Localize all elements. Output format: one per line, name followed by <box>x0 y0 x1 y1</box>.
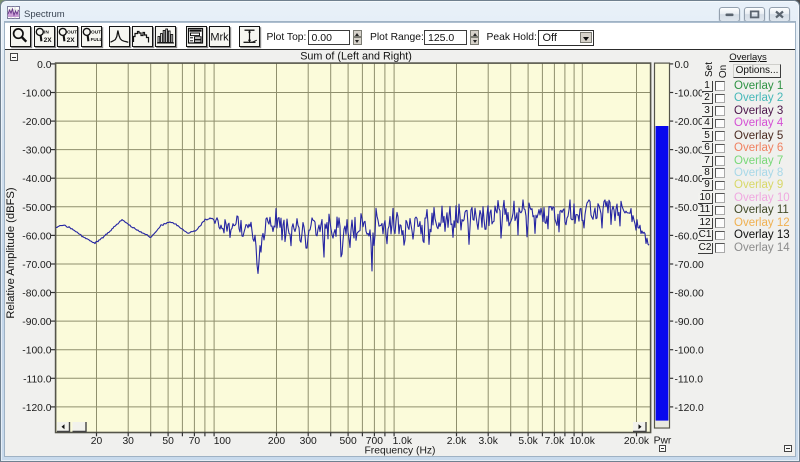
svg-text:Relative Amplitude (dBFS): Relative Amplitude (dBFS) <box>5 187 17 318</box>
svg-text:FULL: FULL <box>91 37 102 42</box>
svg-text:-120.0: -120.0 <box>675 403 704 414</box>
svg-text:-40.00: -40.00 <box>675 174 704 185</box>
svg-text:300: 300 <box>300 436 317 447</box>
svg-text:3.0k: 3.0k <box>478 436 498 447</box>
svg-text:-50.00: -50.00 <box>22 203 51 214</box>
svg-text:2X: 2X <box>67 37 76 44</box>
svg-text:20.0k: 20.0k <box>624 436 650 447</box>
svg-text:-80.00: -80.00 <box>22 289 51 300</box>
svg-text:-10.00: -10.00 <box>675 89 704 100</box>
svg-text:700: 700 <box>366 436 383 447</box>
svg-text:200: 200 <box>268 436 285 447</box>
svg-text:-60.00: -60.00 <box>22 231 51 242</box>
svg-text:-100.0: -100.0 <box>22 346 51 357</box>
svg-text:-90.00: -90.00 <box>22 317 51 328</box>
svg-text:-110.0: -110.0 <box>23 374 52 385</box>
svg-text:-110.0: -110.0 <box>675 374 704 385</box>
svg-text:7.0k: 7.0k <box>545 436 565 447</box>
svg-text:70: 70 <box>189 436 201 447</box>
svg-text:-40.00: -40.00 <box>22 174 51 185</box>
svg-text:-100.0: -100.0 <box>675 346 704 357</box>
svg-text:1.0k: 1.0k <box>393 436 413 447</box>
svg-text:5.0k: 5.0k <box>518 436 538 447</box>
svg-text:-50.00: -50.00 <box>675 203 704 214</box>
svg-text:-70.00: -70.00 <box>675 260 704 271</box>
svg-text:Sum of (Left and Right): Sum of (Left and Right) <box>300 51 412 63</box>
svg-text:OUT: OUT <box>91 29 101 35</box>
svg-text:500: 500 <box>340 436 357 447</box>
svg-text:-30.00: -30.00 <box>675 146 704 157</box>
svg-text:100: 100 <box>214 436 231 447</box>
svg-text:10.0k: 10.0k <box>570 436 596 447</box>
svg-text:-70.00: -70.00 <box>22 260 51 271</box>
svg-text:-120.0: -120.0 <box>22 403 51 414</box>
svg-text:30: 30 <box>122 436 134 447</box>
svg-text:20: 20 <box>91 436 103 447</box>
svg-text:50: 50 <box>162 436 174 447</box>
svg-text:OUT: OUT <box>67 29 77 35</box>
svg-text:Mrk: Mrk <box>210 32 229 44</box>
svg-text:2X: 2X <box>43 37 52 44</box>
svg-text:-20.00: -20.00 <box>22 117 51 128</box>
svg-text:0.0: 0.0 <box>675 60 690 71</box>
svg-text:Frequency (Hz): Frequency (Hz) <box>365 446 436 457</box>
svg-text:Pwr: Pwr <box>654 436 672 447</box>
svg-text:IN: IN <box>44 29 49 35</box>
svg-text:-10.00: -10.00 <box>22 89 51 100</box>
svg-text:-20.00: -20.00 <box>675 117 704 128</box>
svg-text:-80.00: -80.00 <box>675 289 704 300</box>
svg-text:-60.00: -60.00 <box>675 231 704 242</box>
svg-text:2.0k: 2.0k <box>447 436 467 447</box>
svg-text:-90.00: -90.00 <box>675 317 704 328</box>
svg-text:-30.00: -30.00 <box>22 146 51 157</box>
svg-text:0.0: 0.0 <box>37 60 52 71</box>
